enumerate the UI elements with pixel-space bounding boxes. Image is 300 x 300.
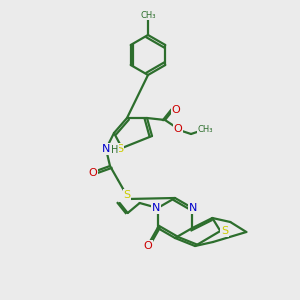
Text: O: O <box>172 105 180 115</box>
Text: S: S <box>221 226 228 236</box>
Text: H: H <box>111 145 119 155</box>
Text: S: S <box>123 190 130 200</box>
Text: S: S <box>116 144 124 154</box>
Text: CH₃: CH₃ <box>197 124 213 134</box>
Text: CH₃: CH₃ <box>140 11 156 20</box>
Text: O: O <box>143 241 152 251</box>
Text: O: O <box>88 168 98 178</box>
Text: O: O <box>174 124 182 134</box>
Text: N: N <box>152 203 160 213</box>
Text: N: N <box>189 203 197 213</box>
Text: N: N <box>102 144 110 154</box>
